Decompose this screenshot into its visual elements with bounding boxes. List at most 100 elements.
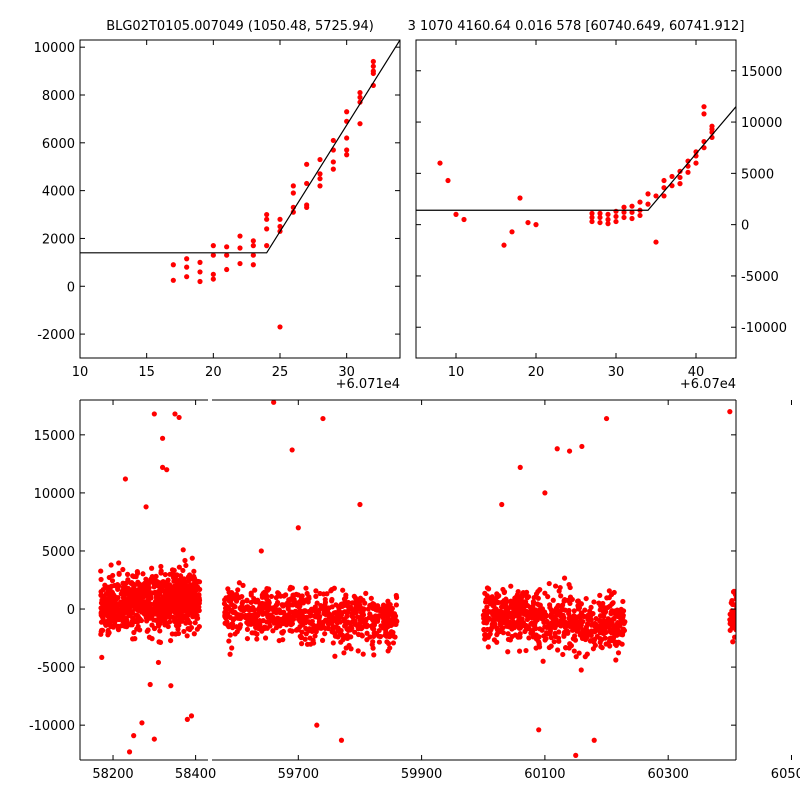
data-point [783,629,788,634]
data-point [774,604,779,609]
data-point [357,600,362,605]
outlier-point [746,723,751,728]
data-point [183,621,188,626]
data-point [152,610,157,615]
data-point [776,627,781,632]
data-point [746,596,751,601]
data-point [111,625,116,630]
data-point [272,621,277,626]
data-point [486,635,491,640]
outlier-point [499,502,504,507]
data-point [228,632,233,637]
data-point [751,609,756,614]
data-point [741,602,746,607]
data-point [790,616,795,621]
data-point [553,583,558,588]
data-point [776,613,781,618]
data-point [339,602,344,607]
data-point [605,623,610,628]
outlier-point [339,738,344,743]
data-point [777,610,782,615]
data-point [568,594,573,599]
data-point [792,623,797,628]
data-point [781,616,786,621]
data-point [761,649,766,654]
data-point [759,626,764,631]
data-point [745,616,750,621]
y-tick-label: 10000 [741,116,782,131]
data-point [360,611,365,616]
data-point [552,639,557,644]
data-point [781,608,786,613]
data-point [250,612,255,617]
data-point [742,604,747,609]
data-point [515,635,520,640]
data-point [756,657,761,662]
data-point [311,623,316,628]
data-point [746,603,751,608]
data-point [613,657,618,662]
data-point [167,594,172,599]
data-point [244,598,249,603]
data-point [756,629,761,634]
data-point [597,215,602,220]
data-point [758,620,763,625]
data-point [517,195,522,200]
data-point [767,616,772,621]
data-point [613,219,618,224]
data-point [746,610,751,615]
outlier-point [789,734,794,739]
data-point [597,220,602,225]
outlier-point [567,448,572,453]
data-point [527,626,532,631]
data-point [591,599,596,604]
data-point [588,605,593,610]
data-point [783,608,788,613]
data-point [526,635,531,640]
data-point [760,629,765,634]
data-point [562,597,567,602]
data-point [116,583,121,588]
data-point [158,582,163,587]
outlier-point [536,727,541,732]
data-point [228,608,233,613]
data-point [758,595,763,600]
data-point [170,567,175,572]
data-point [141,582,146,587]
data-point [619,607,624,612]
data-point [790,624,795,629]
data-point [754,611,759,616]
data-point [158,564,163,569]
data-point [105,622,110,627]
data-point [192,590,197,595]
y-tick-label: 10000 [34,41,75,56]
data-point [760,621,765,626]
data-point [523,648,528,653]
data-point [791,620,796,625]
data-point [246,605,251,610]
data-point [793,614,798,619]
data-point [191,569,196,574]
data-point [776,618,781,623]
data-point [549,644,554,649]
data-point [748,608,753,613]
data-point [755,602,760,607]
data-point [320,638,325,643]
data-point [222,613,227,618]
data-point [770,623,775,628]
data-point [787,617,792,622]
data-point [768,625,773,630]
data-point [274,595,279,600]
data-point [223,606,228,611]
data-point [134,574,139,579]
outlier-point [727,409,732,414]
data-point [556,639,561,644]
data-point [344,152,349,157]
data-point [494,640,499,645]
data-point [300,622,305,627]
y-tick-label: 5000 [741,167,774,182]
data-point [757,611,762,616]
data-point [183,563,188,568]
data-point [781,618,786,623]
data-point [108,613,113,618]
